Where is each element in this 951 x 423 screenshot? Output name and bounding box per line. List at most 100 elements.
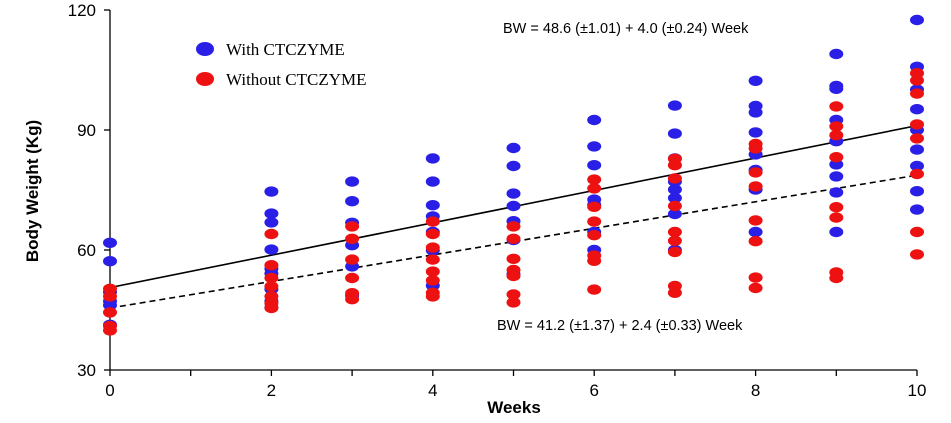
data-point (264, 217, 279, 228)
data-point (667, 160, 682, 171)
data-point (829, 272, 844, 284)
data-point (345, 233, 360, 244)
data-point (910, 88, 924, 99)
series-without-ctczyme (103, 68, 924, 336)
data-point (264, 281, 279, 292)
data-point (264, 228, 279, 240)
data-point (748, 167, 763, 178)
data-point (425, 291, 440, 302)
y-tick-label: 30 (77, 361, 96, 380)
data-point (910, 119, 924, 130)
data-point (910, 249, 924, 260)
data-point (667, 184, 682, 195)
data-point (748, 226, 763, 238)
data-point (829, 130, 844, 141)
data-point (748, 181, 763, 192)
data-point (264, 244, 279, 255)
data-point (425, 254, 440, 265)
data-point (910, 104, 924, 115)
data-point (829, 171, 844, 182)
data-point (910, 75, 924, 86)
data-point (506, 188, 521, 199)
data-point (103, 256, 117, 267)
data-point (425, 275, 440, 286)
series-with-ctczyme (103, 14, 924, 330)
data-point (748, 127, 763, 138)
legend-marker-with (196, 42, 214, 56)
data-point (506, 160, 521, 172)
data-point (506, 297, 521, 308)
data-point (829, 212, 844, 223)
data-point (667, 173, 682, 184)
data-point (345, 294, 360, 305)
data-point (264, 272, 279, 284)
data-point (748, 107, 763, 118)
data-point (910, 133, 924, 144)
data-point (829, 187, 844, 198)
labels: BW = 48.6 (±1.01) + 4.0 (±0.24) Week BW … (23, 21, 749, 417)
data-point (425, 176, 440, 187)
data-point (345, 196, 360, 207)
data-point (425, 228, 440, 240)
legend-label-without: Without CTCZYME (226, 70, 367, 89)
data-point (425, 153, 440, 164)
data-point (345, 254, 360, 265)
data-point (910, 186, 924, 197)
data-point (587, 114, 602, 126)
data-point (910, 160, 924, 172)
data-point (667, 192, 682, 204)
data-points (103, 14, 924, 336)
fit-equation-without: BW = 41.2 (±1.37) + 2.4 (±0.33) Week (497, 318, 743, 334)
legend: With CTCZYME Without CTCZYME (196, 40, 367, 89)
data-point (425, 266, 440, 277)
data-point (587, 230, 602, 241)
data-point (345, 221, 360, 232)
data-point (667, 100, 682, 111)
data-point (667, 287, 682, 298)
data-point (748, 236, 763, 247)
data-point (829, 226, 844, 238)
data-point (103, 325, 117, 336)
data-point (103, 300, 117, 311)
data-point (667, 226, 682, 238)
data-point (667, 235, 682, 246)
data-point (587, 255, 602, 266)
data-point (910, 144, 924, 155)
fit-equation-with: BW = 48.6 (±1.01) + 4.0 (±0.24) Week (503, 21, 749, 37)
data-point (910, 168, 924, 180)
data-point (910, 226, 924, 238)
data-point (425, 242, 440, 253)
data-point (587, 160, 602, 171)
data-point (587, 201, 602, 212)
data-point (587, 183, 602, 194)
data-point (587, 216, 602, 227)
data-point (748, 143, 763, 154)
data-point (748, 272, 763, 283)
x-tick-label: 10 (908, 381, 927, 400)
data-point (345, 176, 360, 187)
data-point (264, 186, 279, 197)
data-point (345, 272, 360, 284)
x-tick-label: 8 (751, 381, 760, 400)
y-tick-label: 120 (68, 1, 96, 20)
x-tick-label: 0 (105, 381, 114, 400)
data-point (667, 200, 682, 212)
data-point (425, 200, 440, 211)
axes: 30 60 90 120 0 2 4 6 8 10 (68, 1, 927, 400)
data-point (667, 128, 682, 139)
data-point (587, 284, 602, 295)
data-point (506, 221, 521, 232)
data-point (829, 83, 844, 95)
data-point (506, 270, 521, 282)
x-tick-label: 2 (267, 381, 276, 400)
data-point (829, 121, 844, 132)
data-point (910, 204, 924, 215)
data-point (829, 202, 844, 213)
data-point (748, 215, 763, 226)
data-point (587, 174, 602, 185)
data-point (667, 208, 682, 220)
data-point (829, 152, 844, 163)
y-tick-label: 90 (77, 121, 96, 140)
data-point (264, 260, 279, 271)
